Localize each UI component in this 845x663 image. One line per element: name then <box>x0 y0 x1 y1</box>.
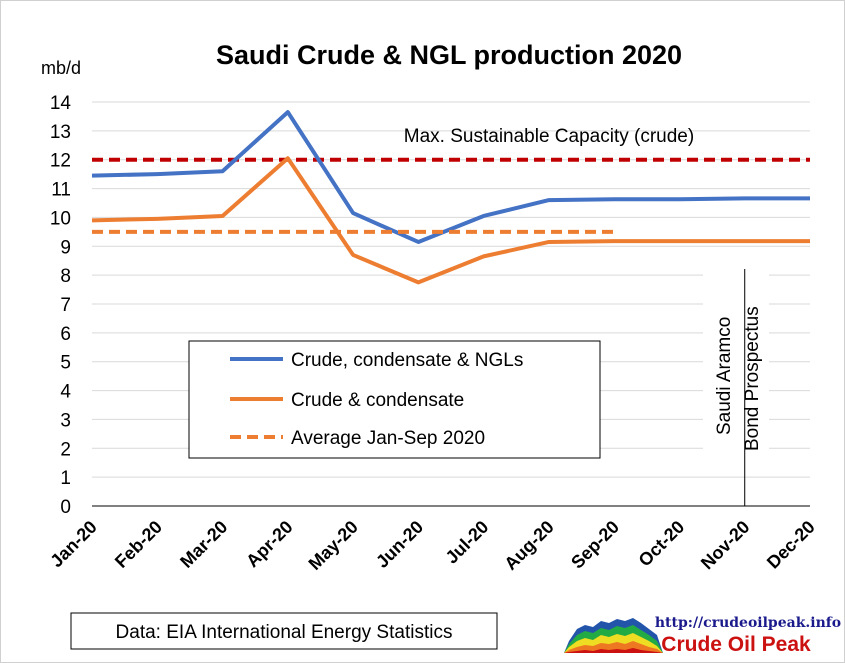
y-tick-label: 4 <box>60 382 71 403</box>
x-tick-label: Apr-20 <box>242 517 296 571</box>
x-tick-label: Jul-20 <box>442 517 493 568</box>
x-tick-label: Mar-20 <box>176 517 231 572</box>
y-tick-label: 14 <box>50 93 72 114</box>
vertical-annotation-line1: Saudi Aramco <box>714 317 735 435</box>
y-tick-label: 10 <box>50 208 71 229</box>
y-axis-label: mb/d <box>41 58 81 78</box>
y-tick-label: 8 <box>60 266 71 287</box>
y-tick-label: 6 <box>60 324 71 345</box>
oil-production-area-chart-icon <box>564 618 663 653</box>
y-tick-label: 0 <box>60 497 71 518</box>
y-tick-label: 2 <box>60 439 71 460</box>
x-tick-label: Sep-20 <box>567 517 623 573</box>
series-line-crude <box>91 156 810 285</box>
y-tick-label: 1 <box>60 468 71 489</box>
source-text: Data: EIA International Energy Statistic… <box>116 622 453 643</box>
x-tick-labels: Jan-20 Feb-20 Mar-20 Apr-20 May-20 Jun-20 Jul-… <box>46 517 818 574</box>
legend-label-average: Average Jan-Sep 2020 <box>291 428 485 449</box>
legend-label-crude-ngl: Crude, condensate & NGLs <box>291 350 523 371</box>
series-lines <box>91 110 810 285</box>
legend-label-crude: Crude & condensate <box>291 390 464 411</box>
y-tick-label: 11 <box>51 180 71 201</box>
y-tick-label: 9 <box>60 237 71 258</box>
y-tick-label: 13 <box>50 122 71 143</box>
x-tick-label: Feb-20 <box>111 517 166 572</box>
x-tick-label: May-20 <box>305 517 362 574</box>
x-tick-label: Dec-20 <box>763 517 819 573</box>
x-tick-label: Oct-20 <box>635 517 689 571</box>
legend: Crude, condensate & NGLs Crude & condens… <box>188 340 601 459</box>
x-tick-label: Nov-20 <box>697 517 754 574</box>
brand-name: Crude Oil Peak <box>661 633 811 656</box>
y-tick-label: 3 <box>60 410 71 431</box>
y-tick-label: 7 <box>60 295 71 316</box>
x-tick-label: Aug-20 <box>500 517 557 574</box>
chart-title: Saudi Crude & NGL production 2020 <box>216 40 682 70</box>
y-tick-label: 5 <box>60 353 71 374</box>
x-tick-label: Jun-20 <box>372 517 427 572</box>
y-tick-label: 12 <box>50 151 71 172</box>
x-tick-label: Jan-20 <box>46 517 100 571</box>
max-capacity-label: Max. Sustainable Capacity (crude) <box>404 126 694 147</box>
vertical-annotation-line2: Bond Prospectus <box>742 306 763 451</box>
vertical-annotation-background <box>703 269 769 459</box>
series-line-crude-ngl <box>91 110 810 244</box>
website-link[interactable]: http://crudeoilpeak.info <box>655 615 841 631</box>
source-box <box>70 612 498 650</box>
